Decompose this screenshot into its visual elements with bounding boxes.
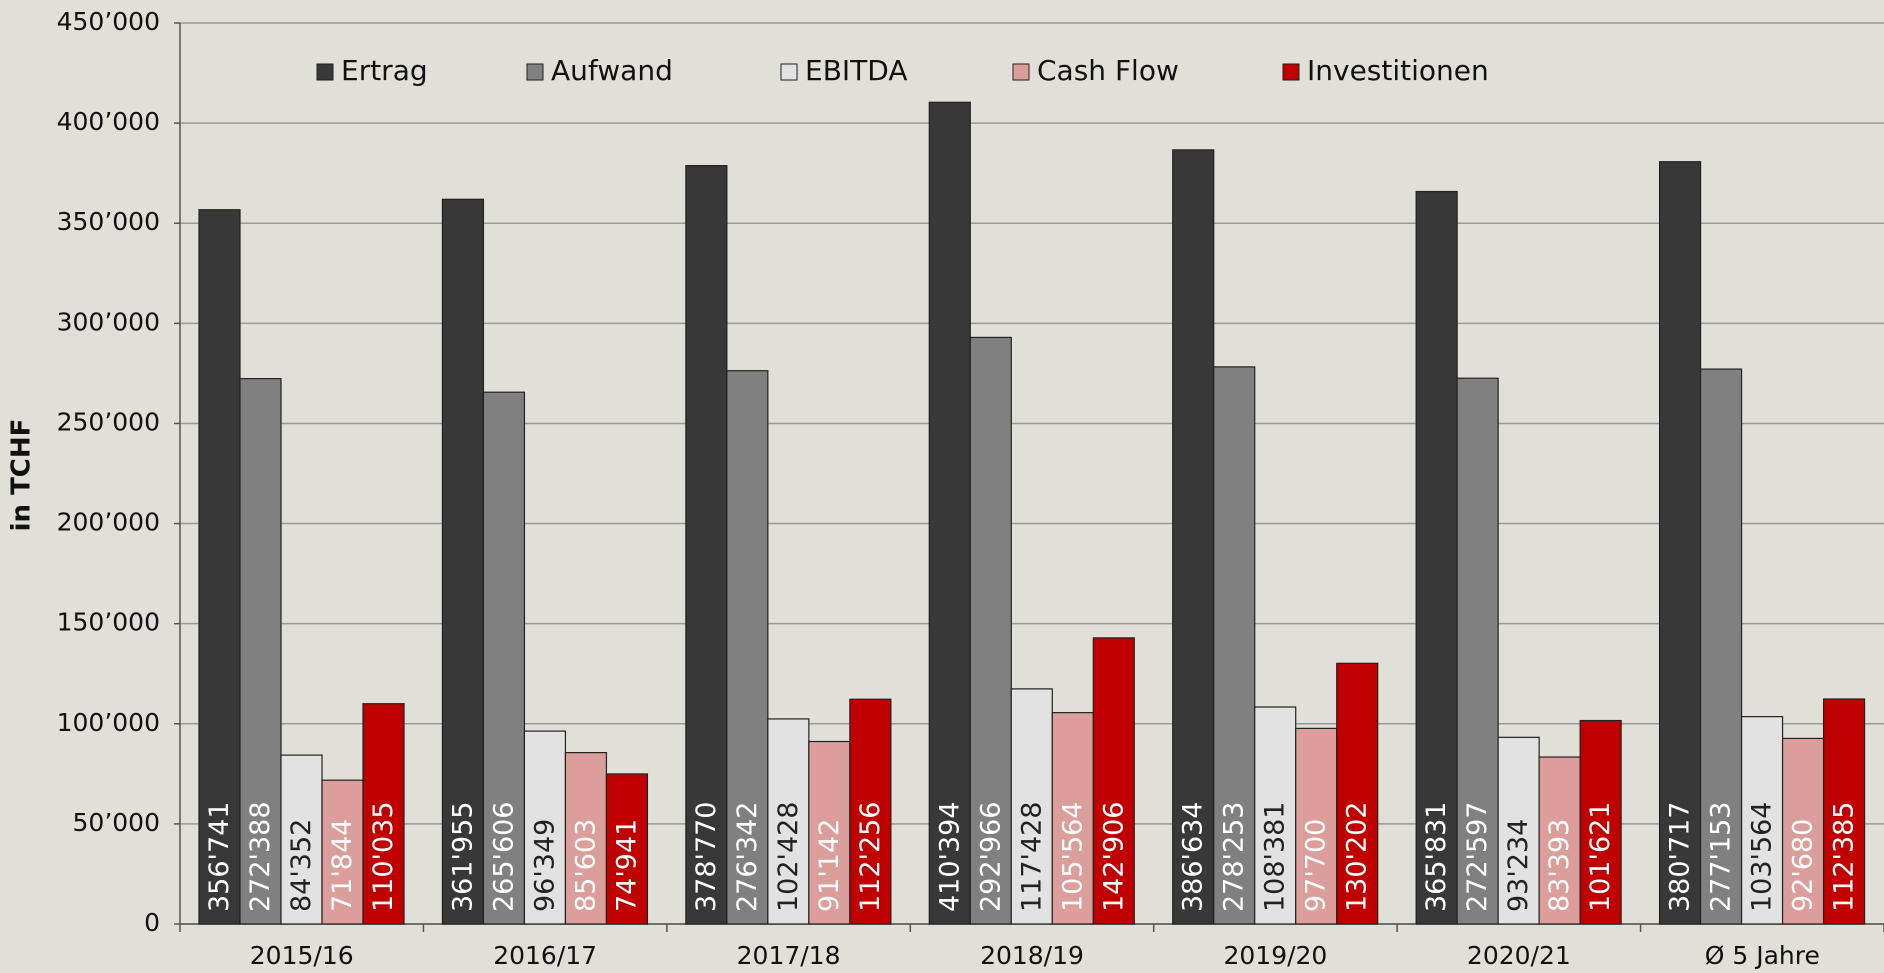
bar	[767, 718, 810, 925]
bar	[1658, 161, 1702, 925]
value-label: 365'831	[1421, 802, 1452, 913]
value-label: 102'428	[773, 802, 804, 913]
x-tick-label: 2016/17	[493, 941, 597, 970]
value-label: 91'142	[814, 819, 845, 912]
y-tick-label: 350’000	[57, 207, 160, 236]
y-tick-label: 150’000	[57, 608, 160, 637]
legend-label: Aufwand	[551, 54, 673, 87]
bar	[849, 698, 892, 925]
value-label: 92'680	[1788, 819, 1819, 912]
x-tick-label: 2020/21	[1467, 941, 1571, 970]
y-tick-label: 450’000	[57, 7, 160, 36]
value-label: 386'634	[1178, 802, 1209, 913]
value-label: 112'385	[1829, 802, 1860, 913]
bar	[1213, 366, 1256, 925]
value-label: 105'564	[1057, 802, 1088, 913]
y-tick-label: 100’000	[57, 708, 160, 737]
value-label: 110'035	[368, 802, 399, 913]
x-tick-label: 2017/18	[737, 941, 841, 970]
value-label: 380'717	[1665, 802, 1696, 913]
bar	[1740, 716, 1784, 925]
value-label: 272'597	[1462, 802, 1493, 913]
x-tick-label: Ø 5 Jahre	[1705, 941, 1820, 970]
value-label: 276'342	[732, 802, 763, 913]
legend-swatch	[780, 63, 798, 81]
bar	[726, 370, 769, 925]
value-label: 74'941	[611, 819, 642, 912]
bar	[1456, 377, 1499, 925]
x-tick-label: 2018/19	[980, 941, 1084, 970]
y-tick-label: 0	[144, 908, 160, 937]
bar	[605, 773, 649, 925]
bar	[1579, 719, 1622, 925]
x-tick-label: 2019/20	[1223, 941, 1327, 970]
bar	[198, 209, 241, 925]
bar	[1092, 637, 1135, 925]
value-label: 410'394	[934, 802, 965, 912]
y-tick-label: 400’000	[57, 107, 160, 136]
value-label: 97'700	[1301, 819, 1332, 912]
bar	[239, 378, 282, 925]
bar	[482, 391, 526, 925]
value-label: 96'349	[529, 819, 560, 912]
bar	[1051, 712, 1094, 925]
x-tick-label: 2015/16	[250, 941, 354, 970]
value-label: 117'428	[1016, 802, 1047, 913]
value-label: 277'153	[1706, 802, 1737, 913]
bar	[1172, 149, 1215, 925]
bar	[362, 703, 405, 925]
bar	[523, 730, 567, 925]
bar	[1781, 737, 1825, 925]
bar	[928, 101, 971, 925]
y-tick-label: 200’000	[57, 508, 160, 537]
bar	[1254, 706, 1297, 925]
y-tick-label: 250’000	[57, 407, 160, 436]
bar	[1699, 368, 1743, 925]
value-label: 356'741	[204, 802, 235, 913]
value-label: 130'202	[1342, 802, 1373, 913]
value-label: 112'256	[855, 802, 886, 913]
bar	[969, 336, 1012, 925]
bar	[1295, 727, 1338, 925]
value-label: 278'253	[1219, 802, 1250, 913]
value-label: 71'844	[327, 819, 358, 912]
y-axis-label: in TCHF	[7, 419, 37, 532]
legend-swatch	[316, 63, 334, 81]
legend-swatch	[1012, 63, 1030, 81]
bar	[1822, 698, 1866, 925]
value-label: 142'906	[1098, 802, 1129, 913]
value-label: 265'606	[488, 802, 519, 913]
value-label: 292'966	[975, 802, 1006, 912]
value-label: 378'770	[691, 802, 722, 913]
bar	[685, 165, 728, 925]
bar	[1336, 662, 1379, 925]
y-tick-label: 50’000	[73, 808, 160, 837]
value-label: 108'381	[1260, 802, 1291, 913]
legend-swatch	[1282, 63, 1300, 81]
value-label: 101'621	[1585, 802, 1616, 913]
value-label: 103'564	[1747, 802, 1778, 913]
value-label: 272'388	[245, 802, 276, 913]
value-label: 85'603	[570, 819, 601, 912]
bar	[808, 740, 851, 925]
bar	[1497, 736, 1540, 925]
legend-label: EBITDA	[805, 54, 907, 87]
y-tick-label: 300’000	[57, 307, 160, 336]
value-label: 361'955	[447, 802, 478, 913]
bar	[1415, 190, 1458, 925]
value-label: 93'234	[1503, 819, 1534, 912]
value-label: 84'352	[286, 819, 317, 912]
legend-label: Ertrag	[341, 54, 428, 87]
legend-swatch	[526, 63, 544, 81]
legend-label: Cash Flow	[1037, 54, 1179, 87]
value-label: 83'393	[1544, 819, 1575, 912]
bar	[441, 198, 485, 925]
bar	[1010, 688, 1053, 925]
legend-label: Investitionen	[1307, 54, 1489, 87]
